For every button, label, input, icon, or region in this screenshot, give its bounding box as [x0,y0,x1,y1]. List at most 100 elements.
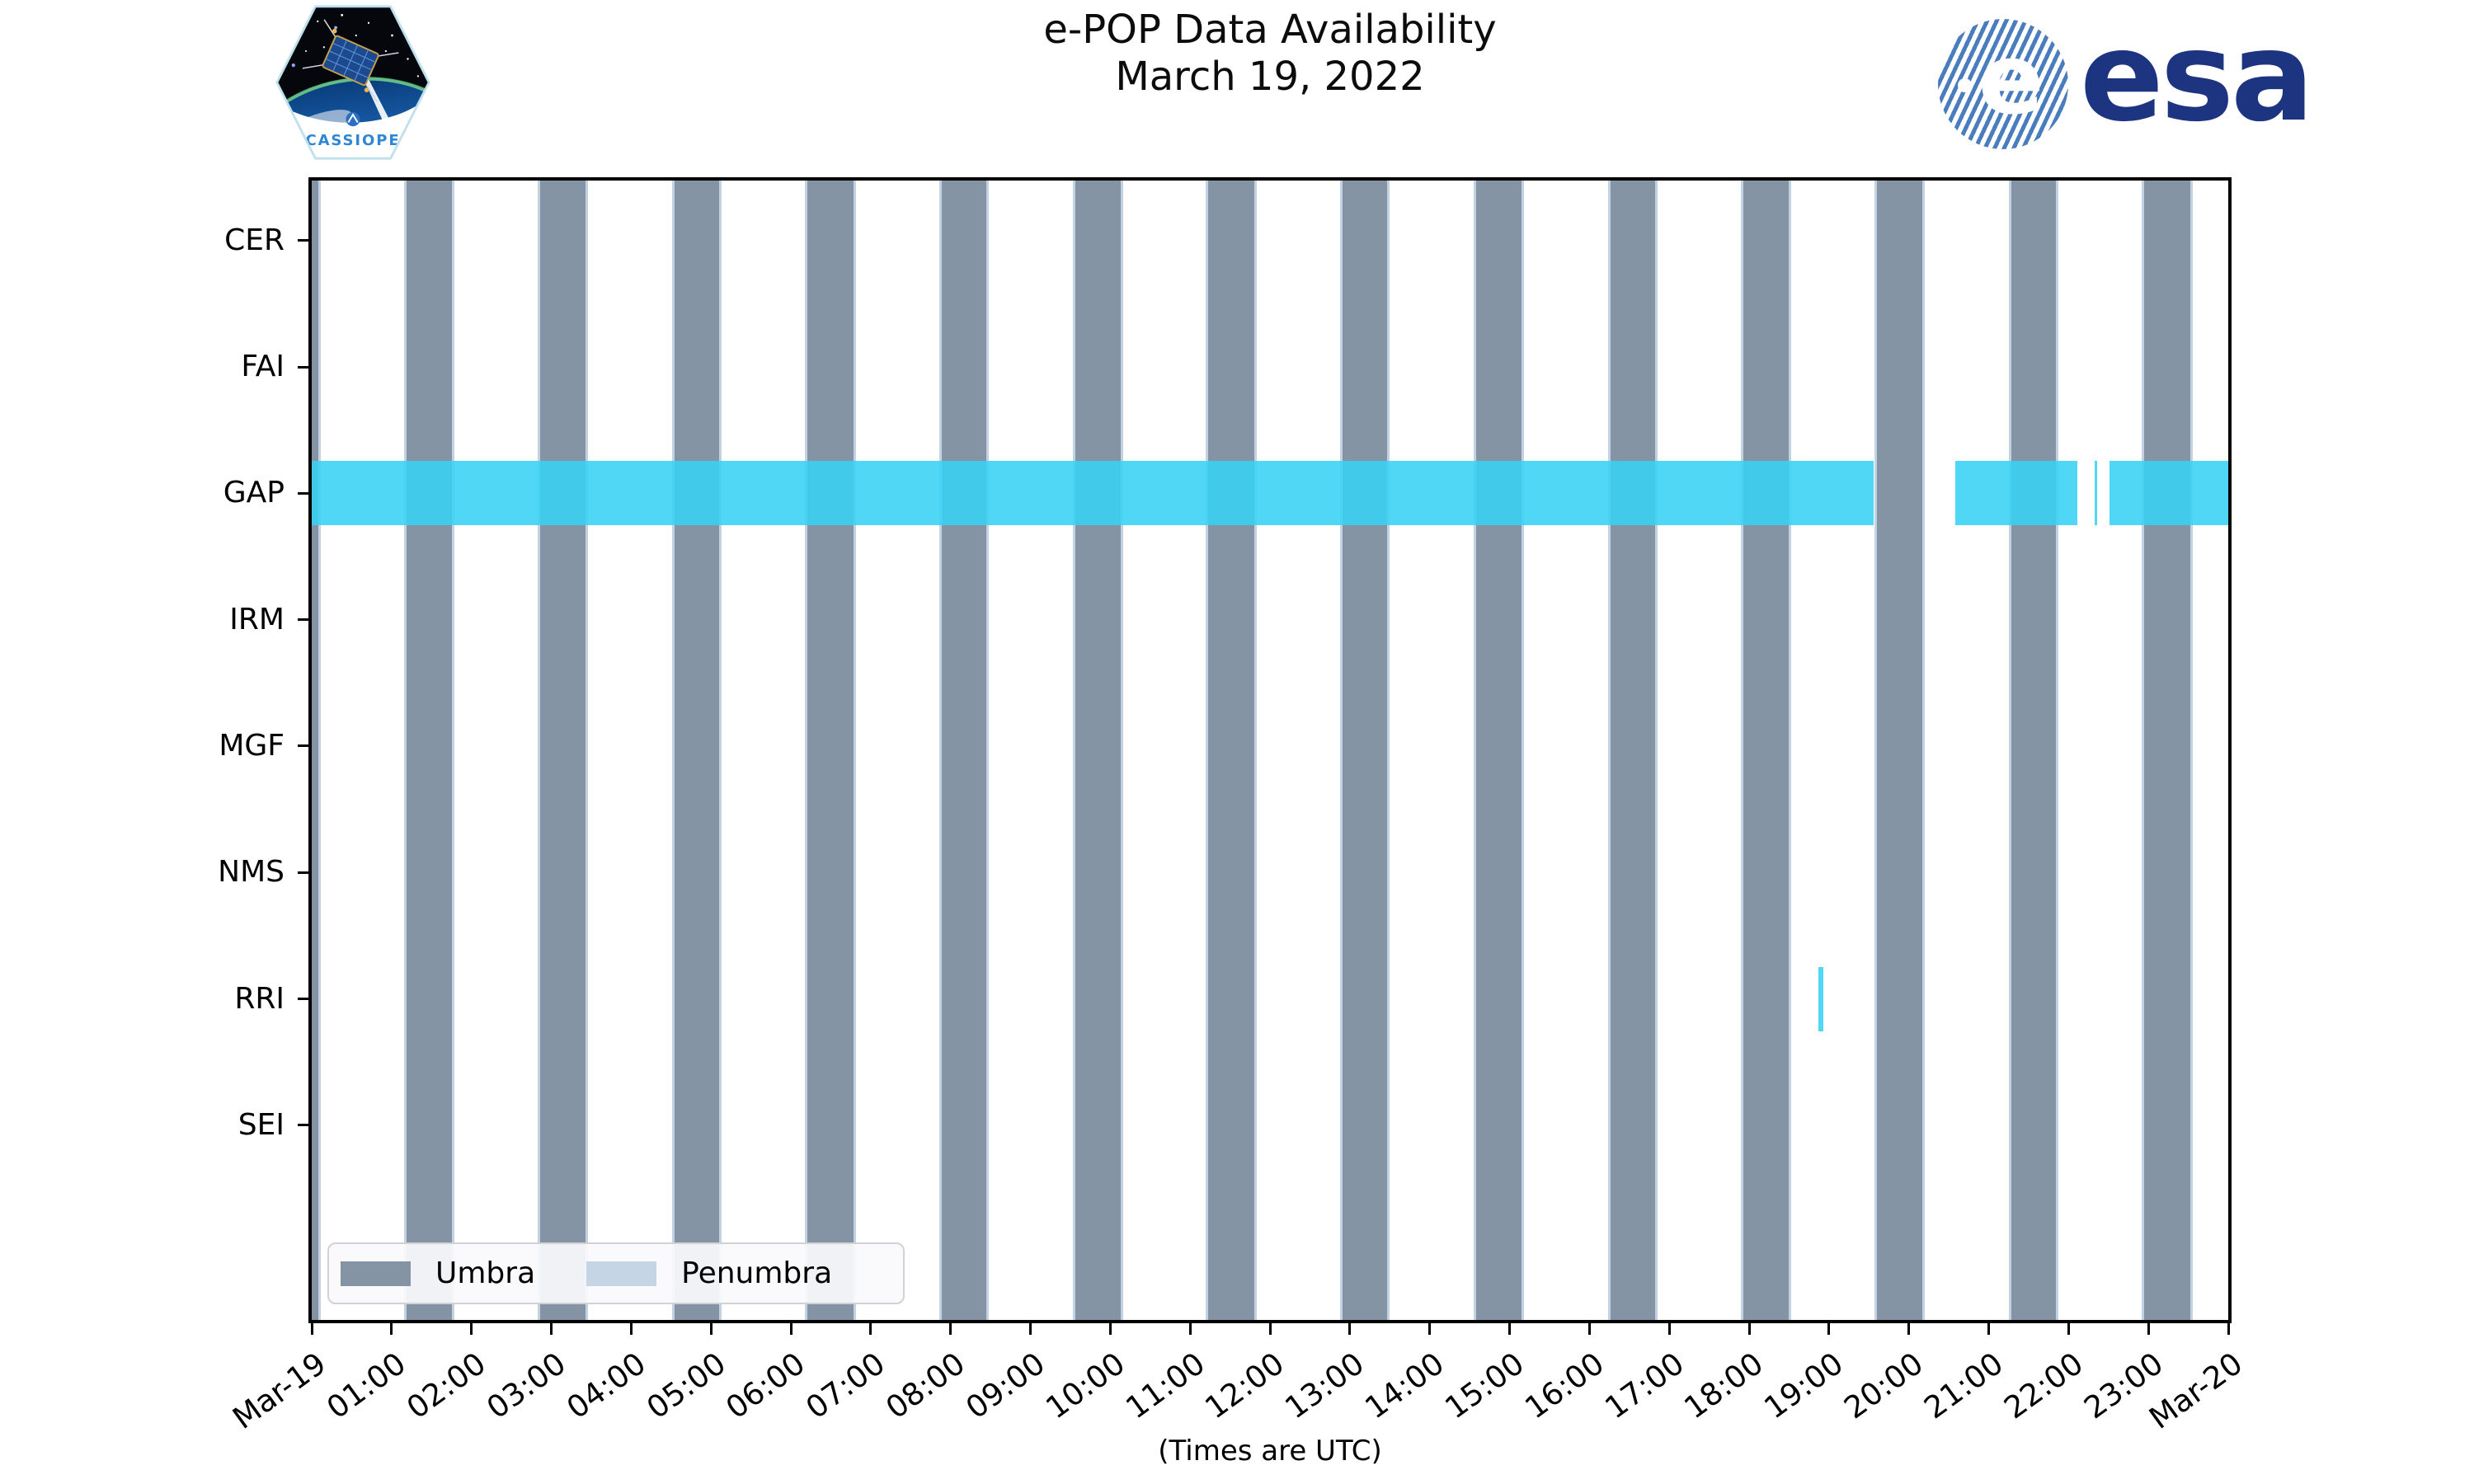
chart-title-block: e-POP Data Availability March 19, 2022 [312,7,2228,101]
gap-availability-bar [1954,461,2077,526]
y-axis-tick [298,1124,308,1127]
esa-wordmark: esa [2080,6,2314,149]
umbra-core [1743,181,1790,1320]
gap-availability-bar [2109,461,2228,526]
umbra-bar [2142,181,2193,1320]
plot-canvas [312,181,2228,1320]
legend-umbra-swatch [341,1261,411,1286]
x-axis-caption: (Times are UTC) [1158,1435,1382,1468]
y-axis-label-gap: GAP [223,476,285,510]
x-axis-tick [1987,1323,1990,1335]
legend-penumbra-swatch [586,1261,657,1286]
umbra-bar [312,181,321,1320]
umbra-core [1876,181,1923,1320]
x-axis-tick [949,1323,952,1335]
csa-logo [346,112,360,127]
umbra-core [1075,181,1121,1320]
umbra-core [407,181,453,1320]
umbra-core [1343,181,1388,1320]
umbra-bar [2008,181,2058,1320]
chart-title: e-POP Data Availability [1043,7,1497,53]
umbra-bar [1874,181,1926,1320]
umbra-bar [1741,181,1792,1320]
x-axis-tick [470,1323,473,1335]
x-axis-tick [1907,1323,1911,1335]
umbra-bar [671,181,722,1320]
y-axis-label-mgf: MGF [219,728,285,763]
y-axis-label-sei: SEI [238,1107,285,1142]
y-axis-tick [298,618,308,622]
y-axis-label-cer: CER [224,223,285,257]
x-axis-tick [2227,1323,2230,1335]
y-axis-label-fai: FAI [241,350,285,383]
x-axis-tick [1188,1323,1192,1335]
gap-availability-bar [312,461,1874,526]
umbra-core [942,181,987,1320]
x-axis-tick [1029,1323,1032,1335]
x-axis-tick [709,1323,713,1335]
esa-globe-dot [1958,78,1972,92]
x-axis-tick [789,1323,793,1335]
gap-availability-bar [2095,461,2098,526]
umbra-core [1610,181,1655,1320]
legend: Umbra Penumbra [327,1242,905,1304]
cassiope-mission-patch: CASSIOPE [275,4,431,161]
y-axis-tick [298,491,308,495]
x-axis-tick [1348,1323,1352,1335]
x-axis-tick [1587,1323,1591,1335]
umbra-core [1475,181,1522,1320]
x-axis-tick [1667,1323,1671,1335]
umbra-core [2144,181,2190,1320]
umbra-core [2011,181,2056,1320]
umbra-bar [1607,181,1658,1320]
umbra-core [807,181,854,1320]
umbra-bar [1340,181,1390,1320]
x-axis-tick [2147,1323,2150,1335]
umbra-bar [537,181,589,1320]
umbra-bar [1072,181,1123,1320]
x-axis-tick [310,1323,313,1335]
umbra-bar [939,181,990,1320]
y-axis-tick [298,239,308,242]
umbra-core [674,181,719,1320]
x-axis-tick [550,1323,553,1335]
x-axis-tick [1428,1323,1432,1335]
umbra-bar [1206,181,1257,1320]
umbra-bar [805,181,856,1320]
legend-umbra-label: Umbra [435,1256,536,1290]
umbra-core [539,181,586,1320]
chart-subtitle: March 19, 2022 [1115,54,1425,100]
patch-lower-band [276,96,430,159]
umbra-core [1208,181,1254,1320]
cassiope-satellite [302,19,399,102]
x-axis-tick [629,1323,633,1335]
umbra-bar [1473,181,1525,1320]
y-axis-label-irm: IRM [229,602,285,636]
x-axis-tick [1508,1323,1511,1335]
y-axis-tick [298,871,308,874]
y-axis-tick [298,365,308,369]
y-axis-label-rri: RRI [234,981,285,1016]
aurora-band [276,77,430,159]
esa-globe-e: e [1978,22,2044,137]
x-axis-tick [390,1323,393,1335]
y-axis-tick [298,998,308,1000]
hexagon-border [275,5,430,160]
y-axis-tick [298,744,308,748]
esa-logo: e esa [1938,6,2314,152]
x-axis-tick [869,1323,872,1335]
rri-availability-bar [1818,966,1824,1031]
cassiope-label: CASSIOPE [305,132,400,149]
x-axis-tick [2067,1323,2070,1335]
legend-penumbra-label: Penumbra [681,1256,833,1290]
x-axis-tick [1108,1323,1112,1335]
x-axis-tick [1747,1323,1751,1335]
signal-beam [362,74,394,131]
umbra-bar [404,181,455,1320]
y-axis-label-nms: NMS [218,855,285,890]
esa-globe-icon: e [1938,19,2068,149]
x-axis-tick [1268,1323,1272,1335]
plot-area: Umbra Penumbra [308,177,2232,1323]
x-axis-tick [1827,1323,1831,1335]
umbra-core [312,181,318,1320]
